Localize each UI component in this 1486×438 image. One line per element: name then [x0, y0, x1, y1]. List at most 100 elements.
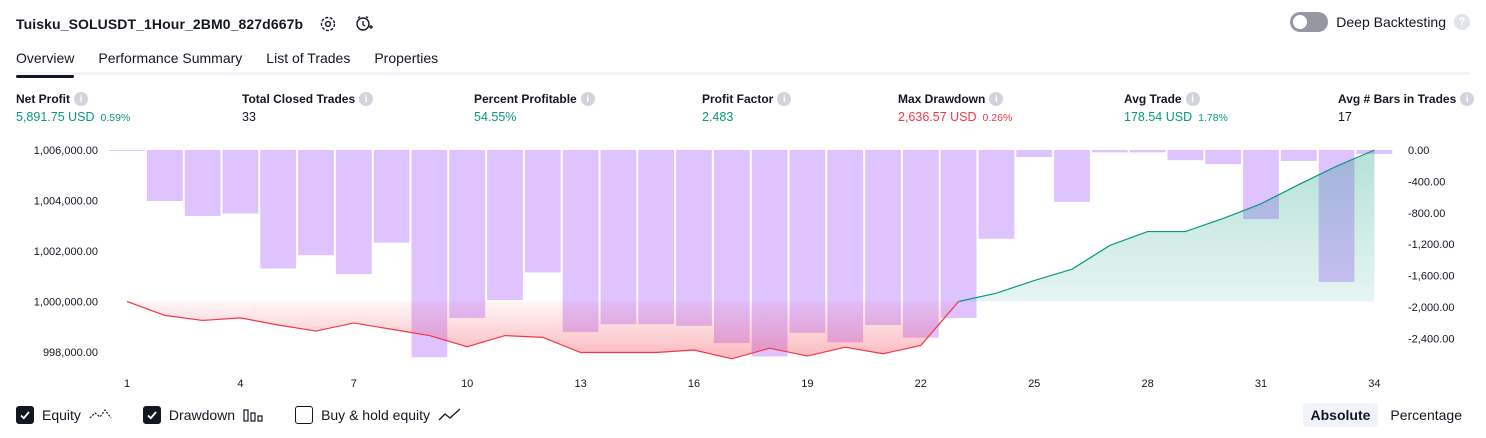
- x-axis-tick-label: 22: [915, 378, 927, 390]
- metric-percent: 0.59%: [100, 112, 131, 124]
- metric-label: Percent Profitable: [474, 92, 577, 106]
- drawdown-bar: [676, 150, 712, 326]
- metric-avg-bars-in-trades: Avg # Bars in Trades i 17: [1338, 92, 1475, 124]
- info-icon[interactable]: i: [580, 92, 595, 106]
- info-icon[interactable]: i: [1185, 92, 1200, 106]
- buyhold-checkbox[interactable]: Buy & hold equity: [295, 406, 462, 424]
- right-axis-tick-label: -1,200.00: [1408, 239, 1454, 251]
- tab-list-of-trades[interactable]: List of Trades: [266, 50, 351, 66]
- metric-max-drawdown: Max Drawdown i 2,636.57 USD 0.26%: [898, 92, 1012, 124]
- info-icon[interactable]: i: [989, 92, 1004, 106]
- drawdown-bar: [1129, 150, 1166, 153]
- drawdown-label: Drawdown: [168, 407, 236, 423]
- drawdown-bar: [449, 150, 486, 318]
- metric-percent: 1.78%: [1198, 112, 1228, 124]
- metric-profit-factor: Profit Factor i 2.483: [702, 92, 792, 124]
- right-axis-tick-label: -2,400.00: [1408, 333, 1454, 345]
- x-axis-tick-label: 7: [351, 378, 357, 390]
- info-icon[interactable]: i: [777, 92, 792, 106]
- drawdown-bar: [865, 150, 901, 326]
- info-icon[interactable]: i: [74, 92, 88, 106]
- tab-performance-summary[interactable]: Performance Summary: [98, 50, 243, 66]
- metric-value: 2,636.57 USD: [898, 110, 977, 124]
- right-axis-tick-label: 0.00: [1408, 145, 1429, 157]
- right-axis-tick-label: -800.00: [1408, 208, 1445, 220]
- metric-label: Max Drawdown: [898, 92, 986, 106]
- metric-net-profit: Net Profit i 5,891.75 USD 0.59%: [16, 92, 130, 124]
- drawdown-bar: [260, 150, 297, 269]
- settings-gear-icon[interactable]: [317, 13, 339, 35]
- right-axis-tick-label: -1,600.00: [1408, 271, 1454, 283]
- drawdown-bar: [146, 150, 183, 202]
- drawdown-bar: [222, 150, 259, 214]
- metric-label: Net Profit: [16, 92, 70, 106]
- tab-overview[interactable]: Overview: [16, 42, 86, 78]
- checkbox-box[interactable]: [295, 406, 314, 424]
- right-axis-tick-label: -2,000.00: [1408, 302, 1454, 314]
- chart-legend: Equity Drawdown Buy & hold equity Absolu…: [16, 403, 1470, 427]
- deep-backtesting-label: Deep Backtesting: [1336, 14, 1446, 30]
- metric-avg-trade: Avg Trade i 178.54 USD 1.78%: [1124, 92, 1228, 124]
- add-alert-clock-icon[interactable]: [353, 13, 375, 35]
- x-axis-tick-label: 10: [461, 378, 473, 390]
- checkbox-box[interactable]: [16, 406, 34, 424]
- left-axis-tick-label: 998,000.00: [43, 347, 98, 359]
- metric-value: 17: [1338, 110, 1352, 124]
- drawdown-checkbox[interactable]: Drawdown: [142, 406, 265, 424]
- equity-loss-area: [127, 301, 959, 359]
- equity-checkbox[interactable]: Equity: [16, 406, 113, 424]
- drawdown-bar: [335, 150, 372, 275]
- metrics-row: Net Profit i 5,891.75 USD 0.59% Total Clos…: [16, 92, 1475, 132]
- equity-line-profit: [958, 149, 1375, 303]
- absolute-button[interactable]: Absolute: [1302, 403, 1379, 427]
- drawdown-bar: [524, 150, 561, 273]
- drawdown-bar: [940, 150, 977, 318]
- drawdown-bar: [487, 150, 523, 300]
- toggle-knob: [1293, 15, 1308, 29]
- strategy-title: Tuisku_SOLUSDT_1Hour_2BM0_827d667b: [16, 16, 304, 32]
- metric-value: 33: [242, 110, 256, 124]
- percentage-button[interactable]: Percentage: [1390, 407, 1462, 423]
- x-axis-tick-label: 1: [124, 378, 130, 390]
- x-axis-tick-label: 16: [688, 378, 700, 390]
- buyhold-line-icon: [438, 408, 462, 422]
- drawdown-bar: [109, 150, 145, 151]
- info-icon[interactable]: i: [1460, 92, 1475, 106]
- x-axis-tick-label: 13: [574, 378, 586, 390]
- deep-backtesting-control: Deep Backtesting ?: [1290, 12, 1470, 32]
- metric-value: 178.54 USD: [1124, 110, 1193, 124]
- drawdown-bar: [1016, 150, 1053, 158]
- metric-percent-profitable: Percent Profitable i 54.55%: [474, 92, 595, 124]
- metric-percent: 0.26%: [982, 112, 1013, 124]
- checkbox-box[interactable]: [142, 406, 161, 424]
- metric-label: Avg Trade: [1124, 92, 1182, 106]
- tab-properties[interactable]: Properties: [374, 50, 439, 66]
- drawdown-bars-icon: [243, 408, 265, 422]
- drawdown-bar: [1280, 150, 1317, 161]
- x-axis-tick-label: 25: [1028, 378, 1040, 390]
- metric-label: Total Closed Trades: [242, 92, 356, 106]
- drawdown-bar: [373, 150, 410, 243]
- x-axis-tick-label: 4: [237, 378, 243, 390]
- metric-value: 54.55%: [474, 110, 517, 124]
- equity-drawdown-chart[interactable]: 1,006,000.00 1,004,000.00 1,002,000.00 1,00…: [0, 138, 1486, 400]
- x-axis-tick-label: 28: [1141, 378, 1153, 390]
- equity-label: Equity: [42, 407, 81, 423]
- x-axis-tick-label: 31: [1255, 378, 1267, 390]
- left-axis-tick-label: 1,004,000.00: [34, 196, 98, 208]
- right-axis-tick-label: -400.00: [1408, 176, 1445, 188]
- equity-line-icon: [89, 408, 113, 422]
- deep-backtesting-toggle[interactable]: [1290, 12, 1329, 32]
- left-axis-tick-label: 1,002,000.00: [34, 246, 98, 258]
- drawdown-bar: [1167, 150, 1204, 161]
- drawdown-bar: [978, 150, 1015, 239]
- equity-line-loss: [126, 300, 960, 360]
- report-tabs: Overview Performance Summary List of Tra…: [16, 42, 1470, 78]
- info-icon[interactable]: i: [359, 92, 374, 106]
- metric-value: 2.483: [702, 110, 734, 124]
- drawdown-bar: [638, 150, 675, 325]
- drawdown-bar: [298, 150, 334, 256]
- help-icon[interactable]: ?: [1454, 14, 1470, 30]
- drawdown-bar: [600, 150, 637, 325]
- left-axis-tick-label: 1,000,000.00: [34, 297, 98, 309]
